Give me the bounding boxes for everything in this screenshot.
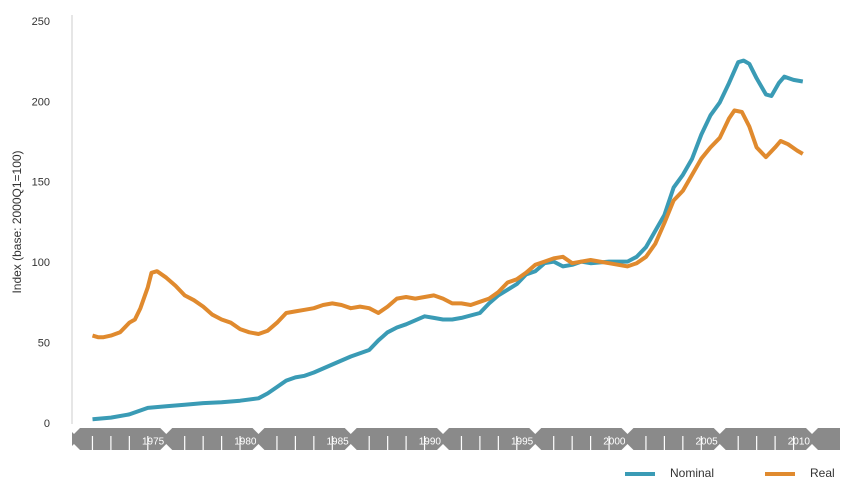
- x-tick-notch: [621, 444, 634, 450]
- line-series: [92, 58, 804, 422]
- line-series: [91, 108, 804, 340]
- x-axis-ribbon: [72, 428, 840, 450]
- x-tick-notch: [68, 444, 80, 450]
- x-tick-notch: [160, 428, 173, 434]
- y-tick-label: 250: [32, 16, 50, 28]
- x-tick-notch: [160, 444, 173, 450]
- x-tick-label: 1970: [50, 437, 73, 448]
- x-tick-label: 2010: [788, 437, 811, 448]
- y-axis-label: Index (base: 2000Q1=100): [10, 150, 24, 293]
- x-tick-label: 1990: [419, 437, 442, 448]
- x-tick-notch: [529, 428, 542, 434]
- x-tick-label: 1995: [511, 437, 534, 448]
- x-tick-notch: [344, 444, 357, 450]
- x-tick-label: 1980: [234, 437, 257, 448]
- x-tick-notch: [437, 428, 449, 434]
- y-tick-label: 100: [32, 257, 50, 269]
- y-tick-label: 200: [32, 96, 50, 108]
- y-tick-label: 150: [32, 177, 50, 189]
- x-tick-notch: [806, 428, 818, 434]
- legend-label: Nominal: [670, 466, 714, 480]
- x-tick-label: 1975: [142, 437, 165, 448]
- y-tick-label: 0: [44, 418, 50, 430]
- x-tick-label: 1985: [327, 437, 350, 448]
- x-tick-notch: [68, 428, 80, 434]
- legend-label: Real: [810, 466, 835, 480]
- x-tick-notch: [621, 428, 634, 434]
- x-tick-label: 2005: [696, 437, 719, 448]
- x-tick-notch: [713, 428, 726, 434]
- y-tick-label: 50: [38, 338, 50, 350]
- x-tick-label: 2000: [603, 437, 626, 448]
- x-tick-notch: [344, 428, 357, 434]
- x-tick-notch: [252, 444, 265, 450]
- x-tick-notch: [437, 444, 449, 450]
- x-tick-notch: [252, 428, 265, 434]
- x-tick-notch: [529, 444, 542, 450]
- x-tick-notch: [713, 444, 726, 450]
- x-tick-notch: [806, 444, 818, 450]
